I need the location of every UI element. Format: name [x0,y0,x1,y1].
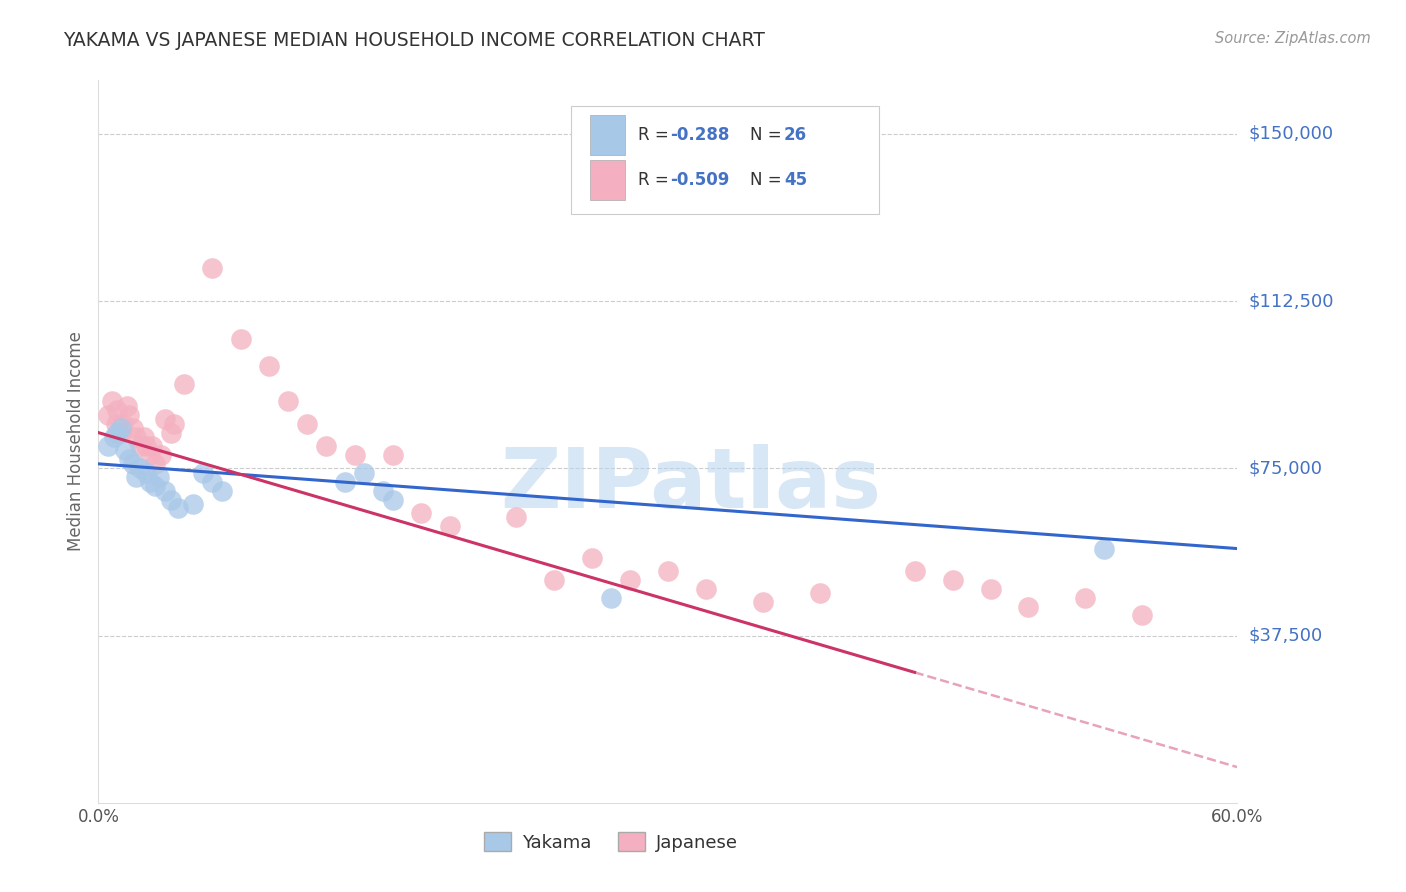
Point [979,582,1001,596]
Point [1018,599,1040,614]
Point [121,421,143,435]
Text: ZIPatlas: ZIPatlas [501,444,882,525]
Point [118,408,141,422]
Point [115,399,138,413]
Point [381,492,404,507]
Point [135,466,157,480]
Point [695,582,717,596]
Point [1094,541,1116,556]
Point [138,448,160,462]
Point [159,492,181,507]
Text: $150,000: $150,000 [1249,125,1333,143]
Point [335,475,357,489]
Point [103,430,125,444]
Point [97,408,120,422]
Point [125,430,148,444]
Point [343,448,366,462]
FancyBboxPatch shape [591,115,624,154]
Point [121,457,143,471]
Point [942,573,965,587]
Point [381,448,404,462]
FancyBboxPatch shape [571,105,879,214]
Point [148,470,170,484]
Legend: Yakama, Japanese: Yakama, Japanese [477,825,745,859]
Point [904,564,927,578]
Text: 26: 26 [785,126,807,144]
Point [107,403,129,417]
Point [163,417,186,431]
Point [145,457,167,471]
Point [259,359,281,373]
Point [353,466,375,480]
Text: R =: R = [638,126,675,144]
Point [201,260,224,275]
Point [505,510,527,524]
Point [173,376,195,391]
Point [211,483,233,498]
Point [581,550,603,565]
Point [277,394,299,409]
Point [752,595,775,609]
Point [100,394,122,409]
Point [145,479,167,493]
Point [125,470,148,484]
Point [153,412,176,426]
Text: $75,000: $75,000 [1249,459,1323,477]
Point [135,439,157,453]
Point [808,586,831,600]
Point [141,439,163,453]
Point [183,497,205,511]
Point [112,417,135,431]
Text: N =: N = [749,171,787,189]
Point [439,519,461,533]
Point [191,466,214,480]
FancyBboxPatch shape [591,161,624,200]
Text: Source: ZipAtlas.com: Source: ZipAtlas.com [1215,31,1371,46]
Point [1074,591,1097,605]
Point [619,573,641,587]
Text: 45: 45 [785,171,807,189]
Point [150,448,173,462]
Point [201,475,224,489]
Point [543,573,565,587]
Point [315,439,337,453]
Point [110,421,132,435]
Text: R =: R = [638,171,675,189]
Point [132,430,155,444]
Point [107,425,129,440]
Point [114,443,136,458]
Point [153,483,176,498]
Text: YAKAMA VS JAPANESE MEDIAN HOUSEHOLD INCOME CORRELATION CHART: YAKAMA VS JAPANESE MEDIAN HOUSEHOLD INCO… [63,31,765,50]
Point [657,564,679,578]
Text: -0.288: -0.288 [671,126,730,144]
Point [138,475,160,489]
Point [110,425,132,440]
Y-axis label: Median Household Income: Median Household Income [66,332,84,551]
Point [104,417,127,431]
Point [159,425,181,440]
Point [129,439,152,453]
Point [129,461,152,475]
Point [229,332,252,346]
Point [167,501,190,516]
Point [297,417,319,431]
Point [371,483,394,498]
Point [97,439,120,453]
Point [1132,608,1154,623]
Point [600,591,623,605]
Text: $37,500: $37,500 [1249,626,1323,645]
Text: N =: N = [749,126,787,144]
Text: $112,500: $112,500 [1249,292,1334,310]
Point [411,506,433,520]
Point [118,452,141,467]
Text: -0.509: -0.509 [671,171,730,189]
